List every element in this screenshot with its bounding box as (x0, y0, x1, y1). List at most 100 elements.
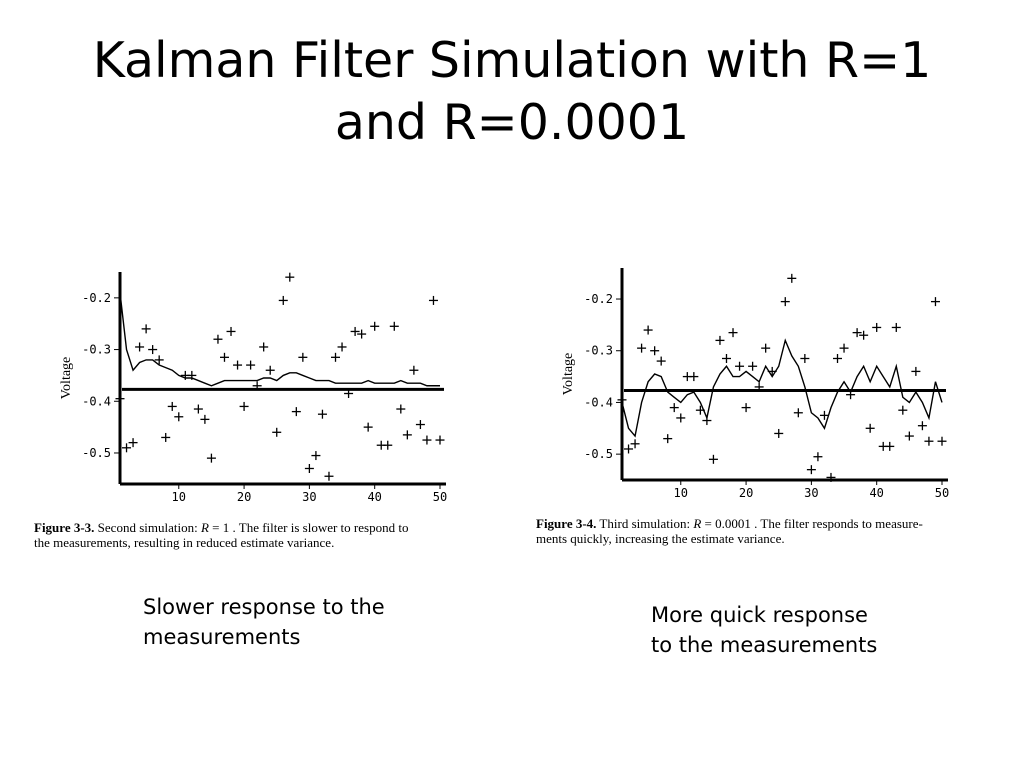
figure-3-3: -0.2 -0.3 -0.4 -0.5 10 20 30 40 50 Voltage Figure… (28, 262, 498, 552)
measurement-point (774, 428, 784, 438)
x-tick-label: 10 (172, 490, 186, 504)
measurement-point (409, 365, 419, 375)
measurement-point (246, 360, 256, 370)
measurement-point (761, 343, 771, 353)
measurement-point (695, 405, 705, 415)
measurement-point (721, 353, 731, 363)
x-tick-label: 50 (935, 486, 949, 500)
measurement-point (383, 440, 393, 450)
measurement-point (735, 361, 745, 371)
x-tick-label: 50 (433, 490, 447, 504)
x-tick-label: 40 (367, 490, 381, 504)
caption-line-2: the measurements, resulting in reduced e… (34, 535, 335, 550)
measurement-point (637, 343, 647, 353)
measurement-point (141, 324, 151, 334)
title-line-1: Kalman Filter Simulation with R=1 (92, 32, 932, 89)
measurement-point (917, 421, 927, 431)
measurement-point (937, 436, 947, 446)
measurement-point (122, 443, 132, 453)
measurement-point (115, 394, 125, 404)
caption-r-symbol: R (693, 516, 702, 531)
measurement-point (206, 453, 216, 463)
measurement-point (767, 366, 777, 376)
measurement-point (291, 407, 301, 417)
x-tick-label: 20 (739, 486, 753, 500)
measurement-point (885, 441, 895, 451)
estimate-line (119, 292, 440, 387)
measurement-point (363, 422, 373, 432)
slide-title: Kalman Filter Simulation with R=1 and R=… (40, 30, 984, 154)
measurement-point (924, 436, 934, 446)
measurement-point (213, 334, 223, 344)
x-tick-label: 20 (237, 490, 251, 504)
measurement-point (135, 342, 145, 352)
measurement-point (715, 335, 725, 345)
x-tick-label: 30 (302, 490, 316, 504)
y-tick-label: -0.3 (82, 343, 111, 357)
measurement-point (669, 403, 679, 413)
y-axis-title: Voltage (561, 353, 576, 396)
measurement-point (663, 434, 673, 444)
measurement-point (298, 352, 308, 362)
measurement-point (865, 423, 875, 433)
y-axis-title: Voltage (59, 357, 74, 400)
measurement-point (748, 361, 758, 371)
measurement-point (324, 471, 334, 481)
measurement-point (911, 366, 921, 376)
measurement-point (650, 346, 660, 356)
measurement-point (806, 465, 816, 475)
measurement-point (708, 454, 718, 464)
x-tick-label: 30 (804, 486, 818, 500)
y-tick-label: -0.5 (82, 446, 111, 460)
measurement-point (357, 329, 367, 339)
measurement-point (813, 452, 823, 462)
caption-3-4: Figure 3-4. Third simulation: R = 0.0001… (536, 516, 996, 546)
measurement-point (859, 330, 869, 340)
measurement-point (331, 352, 341, 362)
note-right-line-1: More quick response (651, 603, 868, 627)
measurement-point (350, 326, 360, 336)
measurement-point (872, 322, 882, 332)
measurement-point (161, 432, 171, 442)
measurement-point (128, 438, 138, 448)
measurement-point (800, 353, 810, 363)
measurement-point (265, 365, 275, 375)
measurement-point (852, 328, 862, 338)
measurement-point (793, 408, 803, 418)
measurement-point (174, 412, 184, 422)
measurement-point (656, 356, 666, 366)
measurement-point (689, 372, 699, 382)
x-tick-label: 40 (869, 486, 883, 500)
y-tick-label: -0.2 (82, 291, 111, 305)
caption-line-2: ments quickly, increasing the estimate v… (536, 531, 785, 546)
y-tick-label: -0.2 (584, 292, 613, 306)
measurement-point (278, 295, 288, 305)
chart-3-3: -0.2 -0.3 -0.4 -0.5 10 20 30 40 50 Voltage (59, 272, 447, 504)
y-tick-label: -0.3 (584, 344, 613, 358)
measurement-point (200, 414, 210, 424)
measurement-point (389, 321, 399, 331)
caption-text-pre: Third simulation: (596, 516, 694, 531)
measurement-point (154, 355, 164, 365)
measurement-point (833, 353, 843, 363)
measurement-point (846, 390, 856, 400)
measurement-point (167, 401, 177, 411)
measurement-point (193, 404, 203, 414)
caption-text-post: = 0.0001 . The filter responds to measur… (701, 516, 923, 531)
note-right-line-2: to the measurements (651, 633, 878, 657)
measurement-point (435, 435, 445, 445)
measurement-point (643, 325, 653, 335)
note-slower-response: Slower response to the measurements (143, 592, 433, 652)
figure-3-4: -0.2 -0.3 -0.4 -0.5 10 20 30 40 50 Voltage Figure… (530, 258, 1000, 548)
caption-text-pre: Second simulation: (94, 520, 201, 535)
measurement-point (422, 435, 432, 445)
measurement-point (148, 345, 158, 355)
title-line-2: and R=0.0001 (334, 94, 690, 151)
measurement-point (311, 451, 321, 461)
caption-r-symbol: R (200, 520, 209, 535)
estimate-line (621, 338, 943, 438)
measurement-point (826, 472, 836, 482)
measurement-point (396, 404, 406, 414)
measurement-point (891, 322, 901, 332)
caption-label: Figure 3-3. (34, 520, 95, 535)
